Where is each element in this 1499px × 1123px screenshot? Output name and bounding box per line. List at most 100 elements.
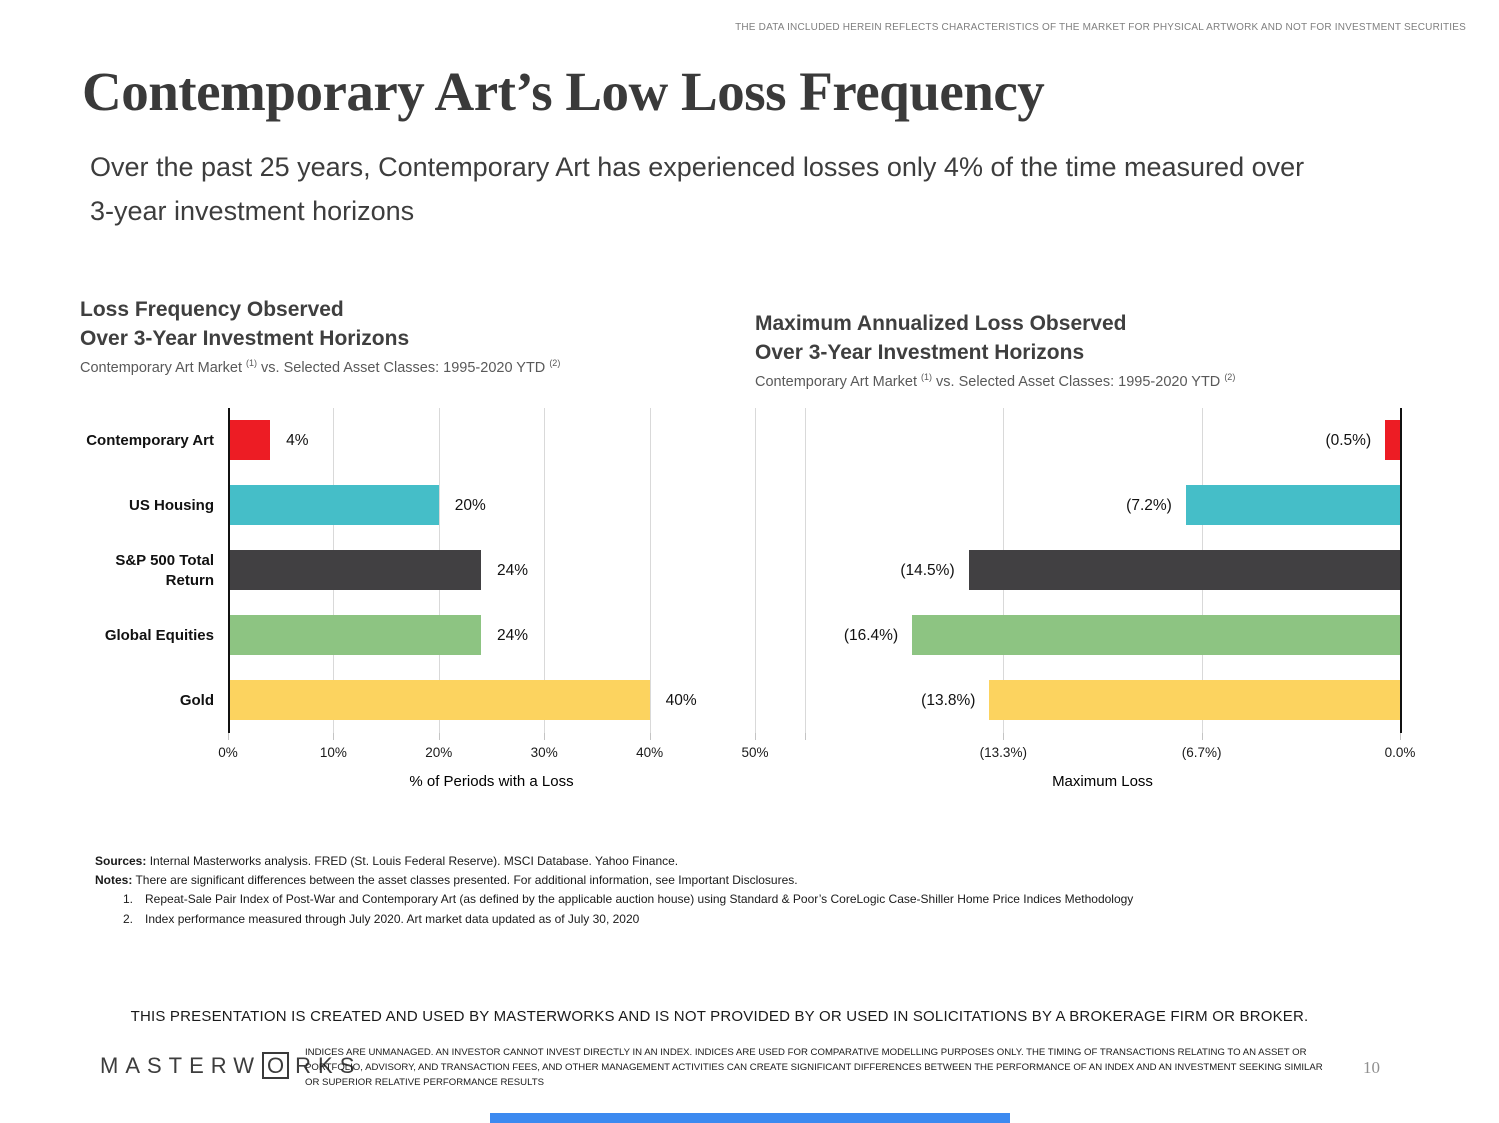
bar-global-equities (228, 615, 481, 655)
bar-gold (228, 680, 650, 720)
footnote-item: 1. Repeat-Sale Pair Index of Post-War and… (95, 890, 1345, 909)
footer-fine-print: INDICES ARE UNMANAGED. AN INVESTOR CANNO… (305, 1047, 1323, 1088)
value-label: (13.8%) (921, 691, 976, 709)
bar-contemporary-art (228, 420, 271, 460)
x-tick-label: (13.3%) (979, 745, 1027, 760)
x-tick-label: 0% (218, 745, 238, 760)
chart-row: (13.8%) (805, 668, 1400, 733)
chart-row: 24% Global Equities (105, 603, 755, 668)
logo-boxed-o-icon: O (262, 1052, 290, 1080)
footnote-number: 2. (123, 911, 134, 926)
logo-text: RKS (295, 1052, 362, 1078)
page-subtitle: Over the past 25 years, Contemporary Art… (90, 152, 1305, 226)
value-label: 40% (665, 691, 697, 709)
chart-row: (14.5%) (805, 538, 1400, 603)
sources-label: Sources: (95, 854, 147, 868)
sources-line: Sources: Internal Masterworks analysis. … (95, 852, 1345, 871)
top-disclaimer: THE DATA INCLUDED HEREIN REFLECTS CHARAC… (735, 22, 1466, 33)
x-tick-label: 30% (530, 745, 558, 760)
notes-label: Notes: (95, 873, 133, 888)
tick-mark (755, 733, 756, 740)
tick-mark (438, 733, 440, 740)
footnote-text: Repeat-Sale Pair Index of Post-War and C… (145, 892, 1134, 907)
x-tick-label: (6.7%) (1181, 745, 1222, 760)
plot-area: Maximum Loss (13.3%) (6.7%) 0.0% (0.5%) (7.2… (805, 408, 1415, 790)
maximum-loss-chart: Maximum Annualized Loss Observed Over 3-… (755, 310, 1415, 800)
chart-row: (0.5%) (805, 408, 1400, 473)
category-label: Contemporary Art (86, 431, 214, 449)
bar-contemporary-art (1385, 420, 1400, 460)
value-label: (7.2%) (1126, 496, 1172, 514)
value-label: (16.4%) (843, 626, 899, 644)
x-tick-label: 0.0% (1384, 745, 1416, 760)
chart-row: (16.4%) (805, 603, 1400, 668)
bar-global-equities (912, 615, 1400, 655)
tick-mark (1400, 733, 1401, 740)
logo-text: MASTERW (100, 1052, 262, 1078)
value-label: 24% (496, 626, 528, 644)
x-axis-title: % of Periods with a Loss (409, 773, 574, 790)
gridline (755, 408, 756, 733)
tick-mark (544, 733, 546, 740)
footnotes: Sources: Internal Masterworks analysis. … (95, 852, 1345, 929)
chart-title: Maximum Annualized Loss Observed Over 3-… (755, 312, 1127, 364)
gridline (805, 408, 806, 733)
tick-mark (1201, 733, 1203, 740)
chart-subtitle-text: vs. Selected Asset Classes: 1995-2020 YT… (257, 359, 550, 376)
value-label: 4% (286, 431, 309, 449)
notes-line: Notes: There are significant differences… (95, 871, 1345, 890)
footnote-number: 1. (123, 892, 134, 907)
chart-row: 20% US Housing (129, 473, 755, 538)
y-axis-line (1400, 408, 1402, 733)
page-number: 10 (1363, 1058, 1380, 1077)
bar-us-housing (1185, 485, 1400, 525)
chart-subtitle: Contemporary Art Market (1) vs. Selected… (755, 372, 1400, 390)
footnote-text: Index performance measured through July … (145, 911, 640, 926)
footnote-ref-1: (1) (246, 357, 257, 368)
bar-s-p-500-total-return (968, 550, 1400, 590)
chart-title: Loss Frequency Observed Over 3-Year Inve… (80, 298, 410, 350)
footnote-ref-2: (2) (1224, 371, 1236, 382)
chart-subtitle-text: Contemporary Art Market (80, 359, 246, 376)
gridline (544, 408, 546, 733)
category-label: US Housing (129, 496, 214, 514)
presentation-disclaimer: THIS PRESENTATION IS CREATED AND USED BY… (130, 1008, 1309, 1025)
tick-mark (333, 733, 335, 740)
notes-text: There are significant differences betwee… (132, 873, 798, 888)
chart-row: (7.2%) (805, 473, 1400, 538)
footnote-ref-2: (2) (549, 357, 561, 368)
category-label: Gold (179, 691, 214, 709)
chart-row: 40% Gold (180, 668, 755, 733)
x-axis-title: Maximum Loss (1052, 773, 1153, 790)
x-tick-label: 20% (425, 745, 453, 760)
loss-frequency-chart: Loss Frequency Observed Over 3-Year Inve… (80, 296, 769, 796)
x-tick-label: 10% (319, 745, 347, 760)
chart-subtitle: Contemporary Art Market (1) vs. Selected… (80, 358, 755, 376)
gridline (649, 408, 651, 733)
x-tick-label: 40% (636, 745, 664, 760)
bottom-accent-bar (490, 1113, 1010, 1123)
bar-us-housing (228, 485, 439, 525)
value-label: (14.5%) (900, 561, 955, 579)
sources-text: Internal Masterworks analysis. FRED (St.… (146, 854, 679, 868)
tick-mark (649, 733, 651, 740)
chart-subtitle-text: vs. Selected Asset Classes: 1995-2020 YT… (932, 373, 1225, 390)
tick-mark (1003, 733, 1005, 740)
chart-row: 24% S&P 500 Total Return (115, 538, 755, 603)
tick-mark (805, 733, 806, 740)
plot-area: % of Periods with a Loss 0% 10% 20% 30% 40% 5… (86, 408, 769, 790)
footnote-ref-1: (1) (921, 371, 932, 382)
tick-mark (228, 733, 229, 740)
value-label: 20% (454, 496, 486, 514)
x-tick-label: 50% (741, 745, 769, 760)
bar-s-p-500-total-return (228, 550, 481, 590)
chart-row: 4% Contemporary Art (86, 408, 755, 473)
page-title: Contemporary Art’s Low Loss Frequency (82, 61, 1045, 122)
y-axis-line (228, 408, 230, 733)
value-label: 24% (496, 561, 528, 579)
footnote-item: 2. Index performance measured through Jul… (95, 910, 1345, 929)
value-label: (0.5%) (1325, 431, 1372, 449)
masterworks-logo: MASTERW O RKS (100, 1052, 362, 1080)
chart-subtitle-text: Contemporary Art Market (755, 373, 921, 390)
